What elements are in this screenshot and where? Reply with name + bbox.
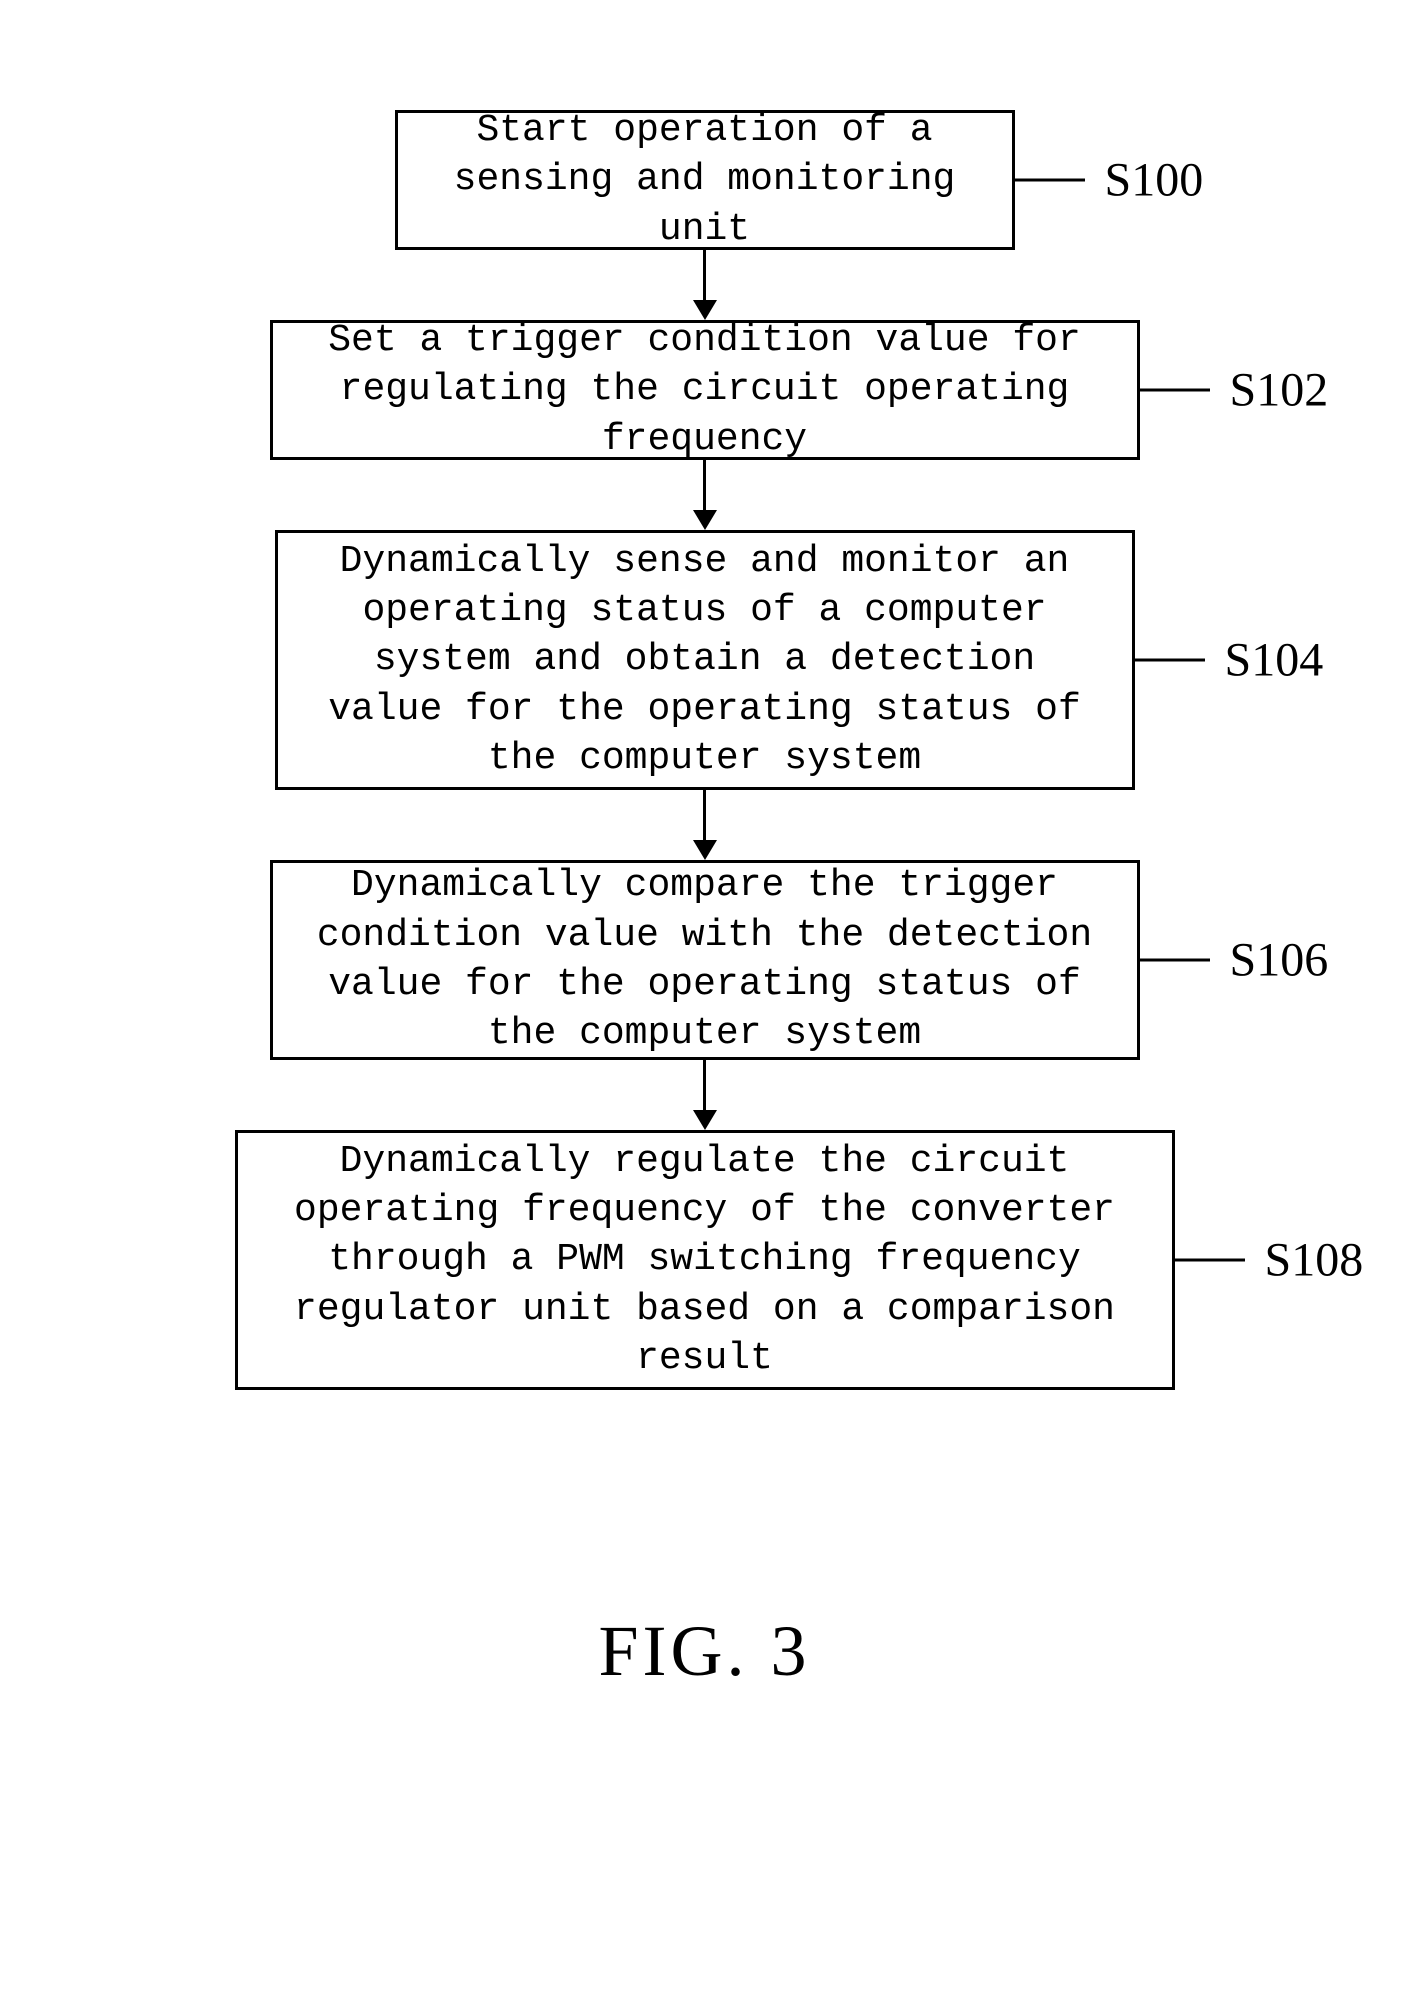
step-s106: Dynamically compare the trigger conditio… — [270, 860, 1140, 1060]
arrow-head — [693, 1110, 717, 1130]
arrow-line — [703, 1060, 706, 1110]
arrow-s104-s106 — [693, 790, 717, 860]
box-s104: Dynamically sense and monitor an operati… — [275, 530, 1135, 790]
box-s100: Start operation of a sensing and monitor… — [395, 110, 1015, 250]
box-s106: Dynamically compare the trigger conditio… — [270, 860, 1140, 1060]
box-text-s106: Dynamically compare the trigger conditio… — [303, 861, 1107, 1059]
connector-s100 — [1015, 179, 1085, 182]
box-text-s104: Dynamically sense and monitor an operati… — [308, 537, 1102, 784]
label-s108: S108 — [1265, 1233, 1364, 1288]
box-s102: Set a trigger condition value for regula… — [270, 320, 1140, 460]
figure-label: FIG. 3 — [598, 1610, 810, 1693]
connector-s104 — [1135, 659, 1205, 662]
connector-s102 — [1140, 389, 1210, 392]
connector-s106 — [1140, 959, 1210, 962]
box-text-s108: Dynamically regulate the circuit operati… — [268, 1137, 1142, 1384]
arrow-head — [693, 510, 717, 530]
arrow-line — [703, 460, 706, 510]
arrow-line — [703, 790, 706, 840]
arrow-line — [703, 250, 706, 300]
box-text-s100: Start operation of a sensing and monitor… — [428, 106, 982, 254]
step-s108: Dynamically regulate the circuit operati… — [235, 1130, 1175, 1390]
connector-s108 — [1175, 1259, 1245, 1262]
arrow-head — [693, 840, 717, 860]
box-s108: Dynamically regulate the circuit operati… — [235, 1130, 1175, 1390]
step-s104: Dynamically sense and monitor an operati… — [275, 530, 1135, 790]
label-s106: S106 — [1230, 933, 1329, 988]
step-s102: Set a trigger condition value for regula… — [270, 320, 1140, 460]
flowchart-container: Start operation of a sensing and monitor… — [0, 0, 1409, 1693]
arrow-s102-s104 — [693, 460, 717, 530]
label-s104: S104 — [1225, 633, 1324, 688]
label-s102: S102 — [1230, 363, 1329, 418]
arrow-s106-s108 — [693, 1060, 717, 1130]
arrow-s100-s102 — [693, 250, 717, 320]
box-text-s102: Set a trigger condition value for regula… — [303, 316, 1107, 464]
step-s100: Start operation of a sensing and monitor… — [395, 110, 1015, 250]
label-s100: S100 — [1105, 153, 1204, 208]
